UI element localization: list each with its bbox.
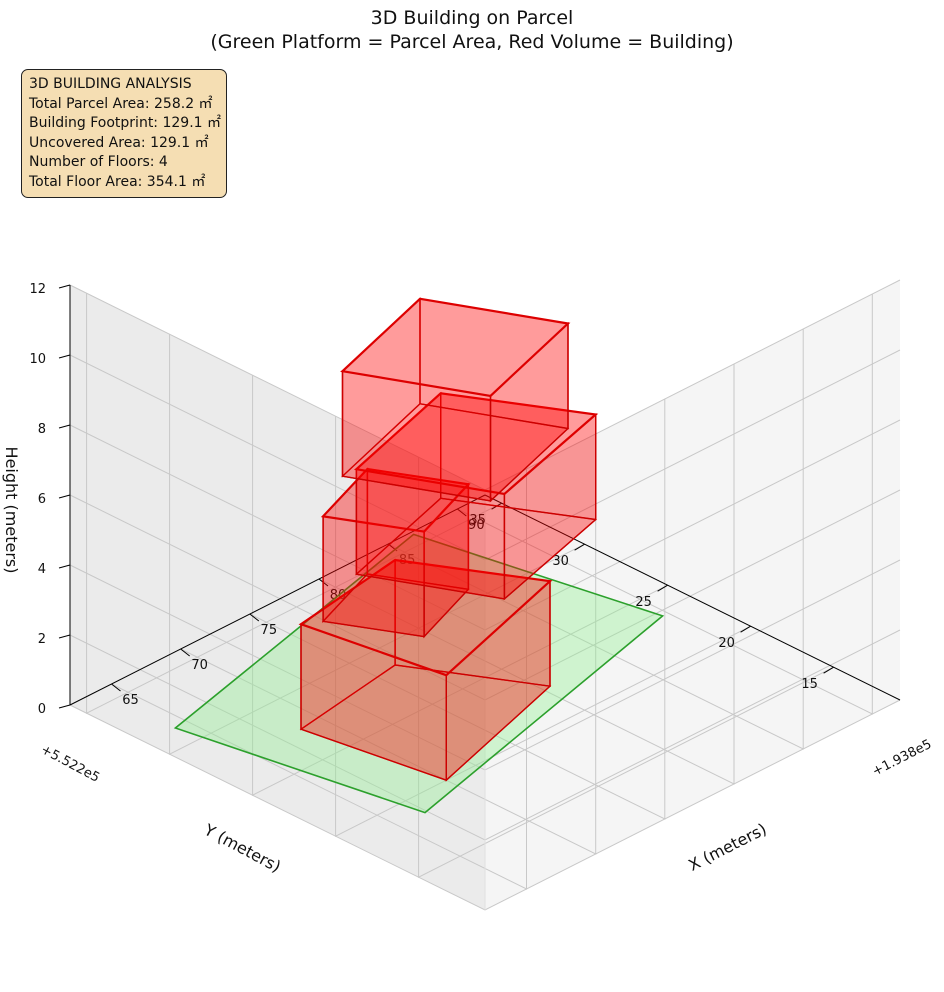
analysis-info-box: 3D BUILDING ANALYSIS Total Parcel Area: … <box>21 69 227 198</box>
y-axis-offset: +5.522e5 <box>38 742 102 785</box>
z-tick-label: 0 <box>38 702 46 717</box>
y-tick <box>823 666 834 674</box>
floor-top-face <box>353 392 599 496</box>
z-tick-label: 10 <box>29 352 46 367</box>
z-tick <box>58 634 71 639</box>
x-tick-label: 85 <box>399 553 416 568</box>
z-tick <box>58 564 71 569</box>
y-tick <box>574 543 585 551</box>
z-tick <box>58 354 71 359</box>
chart-title-block: 3D Building on Parcel (Green Platform = … <box>0 6 944 54</box>
z-tick <box>58 284 71 289</box>
z-tick <box>58 424 71 429</box>
y-tick <box>657 584 668 592</box>
z-tick-label: 2 <box>38 632 46 647</box>
floor-4 <box>340 297 571 503</box>
info-uncovered-area: Uncovered Area: 129.1 ㎡ <box>29 134 209 151</box>
x-tick-label: 90 <box>468 518 485 533</box>
z-tick-label: 6 <box>38 492 46 507</box>
x-tick <box>111 683 121 692</box>
chart-title: 3D Building on Parcel <box>370 7 574 29</box>
z-tick <box>58 494 71 499</box>
info-title: 3D BUILDING ANALYSIS <box>29 76 192 92</box>
z-axis-label: Height (meters) <box>2 447 21 574</box>
x-tick-label: 65 <box>122 693 139 708</box>
x-axis-label: X (meters) <box>685 819 769 875</box>
x-tick <box>457 508 467 517</box>
floor-top-face <box>298 558 553 677</box>
chart-subtitle: (Green Platform = Parcel Area, Red Volum… <box>210 31 734 53</box>
floor-top-face <box>340 297 571 398</box>
parcel-platform <box>173 533 665 814</box>
floor-3 <box>353 391 599 601</box>
z-tick-label: 4 <box>38 562 46 577</box>
info-number-of-floors: Number of Floors: 4 <box>29 154 168 170</box>
y-tick-label: 20 <box>718 636 735 651</box>
y-tick-label: 35 <box>469 513 486 528</box>
z-tick-label: 12 <box>29 282 46 297</box>
floor-1 <box>298 558 553 782</box>
x-tick-label: 75 <box>261 623 278 638</box>
z-tick <box>58 704 71 709</box>
x-tick <box>180 648 190 657</box>
building-volume <box>298 297 599 782</box>
x-axis-line <box>484 494 901 701</box>
y-axis-label: Y (meters) <box>200 820 284 877</box>
y-tick-label: 25 <box>635 595 652 610</box>
info-building-footprint: Building Footprint: 129.1 ㎡ <box>29 115 222 131</box>
y-tick-label: 30 <box>552 554 569 569</box>
z-tick-label: 8 <box>38 422 46 437</box>
y-tick <box>740 625 751 633</box>
info-total-parcel-area: Total Parcel Area: 258.2 ㎡ <box>29 95 213 112</box>
x-tick-label: 70 <box>191 658 208 673</box>
x-axis-offset: +1.938e5 <box>870 737 934 780</box>
y-tick-label: 15 <box>801 677 818 692</box>
info-total-floor-area: Total Floor Area: 354.1 ㎡ <box>29 173 206 190</box>
x-tick <box>249 613 260 622</box>
